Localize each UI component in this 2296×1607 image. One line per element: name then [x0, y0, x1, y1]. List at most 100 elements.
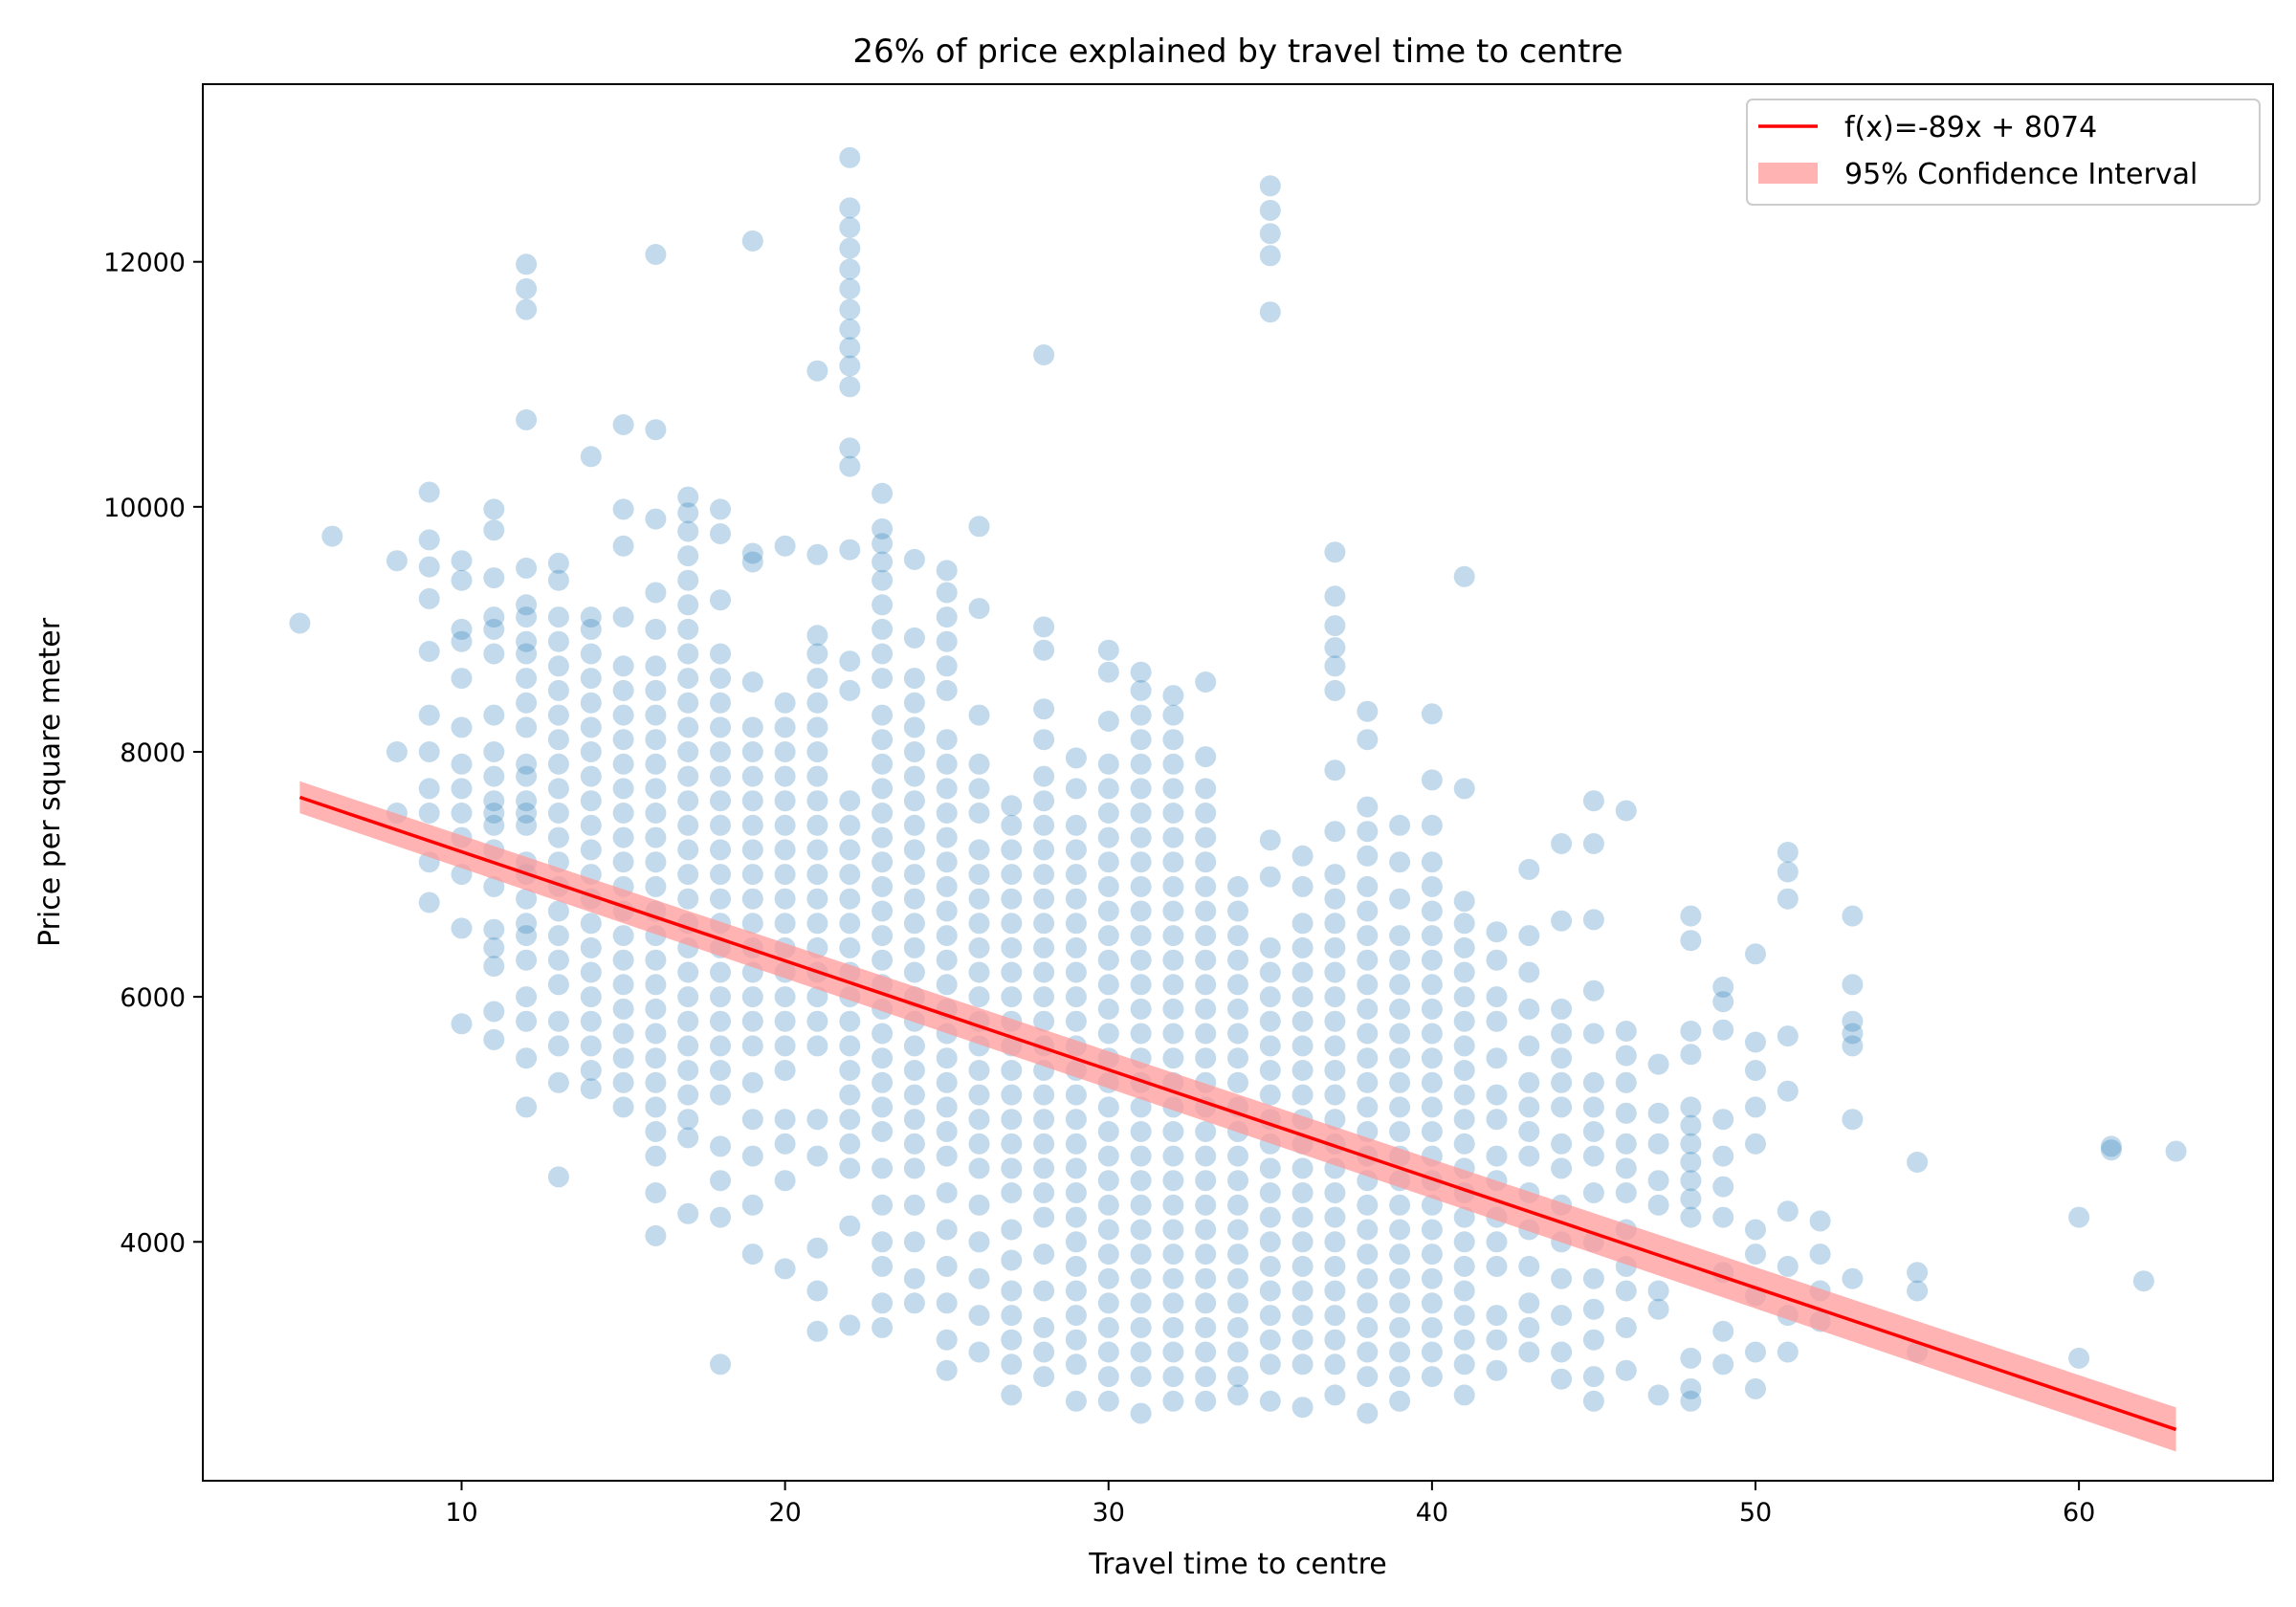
scatter-point	[1033, 729, 1055, 751]
scatter-point	[645, 1096, 667, 1118]
scatter-point	[1130, 998, 1152, 1020]
scatter-point	[1389, 851, 1411, 873]
scatter-point	[839, 258, 861, 280]
scatter-point	[1324, 913, 1346, 935]
scatter-point	[483, 790, 505, 812]
scatter-point	[1001, 839, 1023, 861]
scatter-point	[1453, 913, 1475, 935]
scatter-point	[903, 1194, 925, 1216]
scatter-point	[1421, 1316, 1443, 1338]
scatter-point	[1001, 1249, 1023, 1271]
scatter-point	[1033, 698, 1055, 720]
scatter-point	[806, 543, 828, 565]
scatter-point	[806, 765, 828, 787]
scatter-point	[1647, 1053, 1669, 1075]
scatter-point	[1421, 949, 1443, 971]
scatter-point	[1582, 1145, 1604, 1167]
scatter-point	[418, 803, 440, 824]
scatter-point	[645, 1071, 667, 1093]
scatter-point	[1292, 1397, 1314, 1419]
scatter-point	[1065, 1182, 1087, 1203]
scatter-point	[547, 753, 569, 775]
scatter-point	[451, 569, 473, 591]
scatter-point	[872, 643, 894, 665]
scatter-point	[516, 913, 538, 935]
scatter-point	[1195, 851, 1217, 873]
scatter-point	[1130, 679, 1152, 701]
scatter-point	[1292, 1010, 1314, 1032]
scatter-point	[1065, 961, 1087, 983]
scatter-point	[774, 1035, 796, 1057]
scatter-point	[1421, 974, 1443, 996]
scatter-point	[1259, 1206, 1281, 1228]
scatter-point	[1033, 1010, 1055, 1032]
scatter-point	[1130, 1292, 1152, 1314]
y-tick-label: 12000	[103, 249, 186, 278]
scatter-point	[1097, 1244, 1119, 1266]
scatter-point	[710, 790, 731, 812]
scatter-point	[516, 1047, 538, 1069]
scatter-point	[1453, 1206, 1475, 1228]
scatter-point	[1680, 1096, 1702, 1118]
scatter-point	[1615, 1021, 1637, 1042]
scatter-point	[1162, 1316, 1184, 1338]
scatter-point	[1453, 778, 1475, 800]
scatter-point	[483, 936, 505, 958]
scatter-point	[1582, 790, 1604, 812]
scatter-point	[1195, 1023, 1217, 1045]
scatter-point	[1130, 826, 1152, 848]
scatter-point	[1324, 679, 1346, 701]
scatter-point	[1357, 729, 1379, 751]
scatter-point	[1389, 1316, 1411, 1338]
scatter-point	[1486, 1010, 1508, 1032]
scatter-point	[872, 668, 894, 690]
scatter-point	[1097, 998, 1119, 1020]
scatter-point	[1292, 1084, 1314, 1106]
scatter-point	[1582, 909, 1604, 931]
scatter-point	[710, 692, 731, 714]
scatter-point	[612, 704, 634, 726]
scatter-point	[903, 548, 925, 570]
scatter-point	[1745, 943, 1766, 965]
scatter-point	[968, 516, 990, 538]
scatter-point	[872, 517, 894, 539]
scatter-point	[1162, 704, 1184, 726]
scatter-point	[1324, 864, 1346, 886]
scatter-point	[1582, 1366, 1604, 1388]
scatter-point	[580, 913, 602, 935]
scatter-point	[1486, 1145, 1508, 1167]
scatter-point	[1745, 1031, 1766, 1053]
scatter-point	[1324, 961, 1346, 983]
scatter-point	[968, 1060, 990, 1081]
scatter-point	[1001, 1305, 1023, 1327]
scatter-point	[1389, 949, 1411, 971]
scatter-point	[1518, 1292, 1540, 1314]
scatter-point	[1518, 1145, 1540, 1167]
scatter-point	[677, 1035, 699, 1057]
scatter-point	[677, 1202, 699, 1224]
scatter-point	[741, 765, 763, 787]
scatter-point	[1292, 1305, 1314, 1327]
scatter-point	[645, 998, 667, 1020]
scatter-point	[1130, 1316, 1152, 1338]
scatter-point	[483, 498, 505, 520]
scatter-point	[612, 606, 634, 628]
scatter-point	[936, 1219, 958, 1241]
scatter-point	[1033, 1316, 1055, 1338]
scatter-point	[741, 913, 763, 935]
scatter-point	[903, 741, 925, 762]
y-tick-label: 6000	[120, 983, 186, 1013]
scatter-point	[547, 826, 569, 848]
scatter-point	[516, 949, 538, 971]
scatter-point	[612, 949, 634, 971]
scatter-point	[872, 1255, 894, 1277]
scatter-point	[1324, 1329, 1346, 1351]
scatter-point	[677, 986, 699, 1008]
legend-label-ci: 95% Confidence Interval	[1844, 158, 2197, 191]
scatter-point	[1453, 961, 1475, 983]
scatter-point	[1453, 1231, 1475, 1253]
scatter-point	[1097, 1145, 1119, 1167]
scatter-point	[1324, 1384, 1346, 1406]
scatter-point	[1357, 1047, 1379, 1069]
scatter-point	[1777, 842, 1799, 863]
